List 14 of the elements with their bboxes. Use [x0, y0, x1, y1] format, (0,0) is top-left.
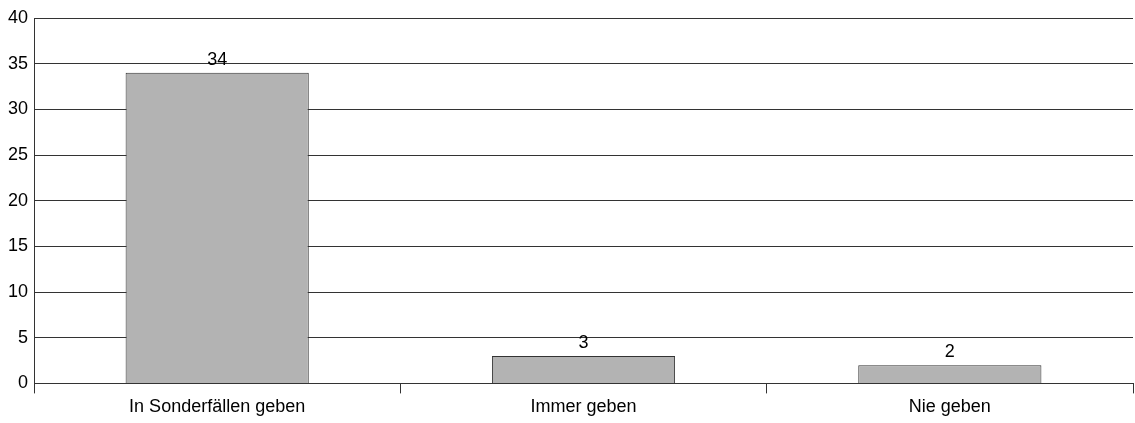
y-tick-label: 40	[7, 6, 29, 27]
y-tick-label: 5	[18, 326, 29, 347]
y-tick-label: 20	[7, 189, 29, 210]
x-tick-label: In Sonderfällen geben	[129, 396, 306, 417]
y-tick-label: 25	[7, 143, 29, 164]
data-label: 3	[578, 331, 589, 352]
x-tick-label: Nie geben	[908, 396, 991, 417]
y-tick-label: 10	[7, 281, 29, 302]
y-tick-label: 30	[7, 98, 29, 119]
x-tick-label: Immer geben	[530, 396, 637, 417]
data-label: 2	[944, 341, 955, 362]
y-tick-label: 0	[18, 372, 29, 393]
y-tick-label: 15	[7, 235, 29, 256]
y-tick-label: 35	[7, 52, 29, 73]
